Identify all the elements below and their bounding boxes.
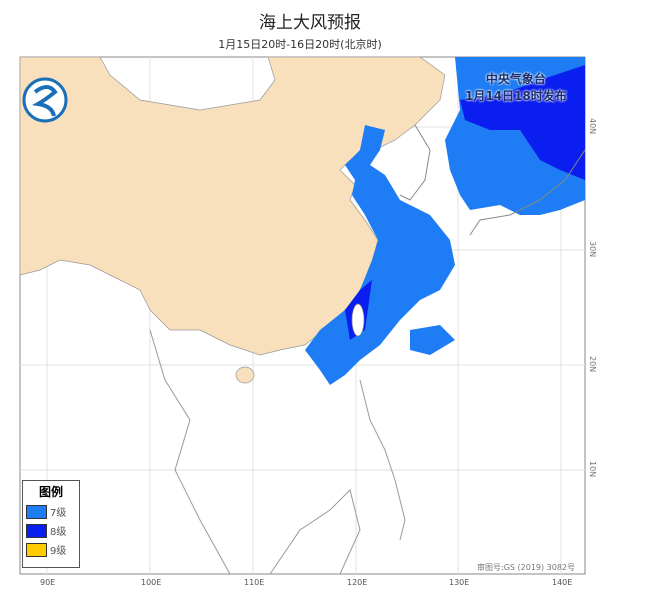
lon-label: 140E	[552, 578, 573, 587]
japan-coastline	[469, 149, 586, 236]
legend: 图例 7级 8级 9级	[22, 480, 80, 568]
legend-swatch	[26, 504, 47, 519]
lat-label: 30N	[588, 241, 597, 258]
hainan-island	[235, 366, 255, 384]
wind-area-7-south	[410, 325, 455, 355]
wind-area-7-east-china-sea	[305, 125, 455, 385]
legend-swatch	[26, 542, 47, 557]
legend-swatch	[26, 523, 47, 538]
lat-label: 40N	[588, 118, 597, 135]
lon-label: 130E	[449, 578, 470, 587]
lon-label: 90E	[40, 578, 56, 587]
cma-logo	[22, 77, 68, 123]
forecast-period: 1月15日20时-16日20时(北京时)	[218, 38, 382, 51]
agency-name: 中央气象台	[485, 72, 546, 86]
legend-item-9: 9级	[26, 540, 79, 559]
legend-label: 8级	[50, 527, 67, 538]
map-title: 海上大风预报	[259, 13, 361, 33]
lon-label: 100E	[141, 578, 162, 587]
taiwan-island	[351, 303, 365, 337]
korea-coastline	[399, 124, 431, 201]
legend-label: 7级	[50, 508, 67, 519]
issuing-agency: 中央气象台 1月14日18时发布	[465, 70, 567, 104]
lon-label: 120E	[347, 578, 368, 587]
legend-title: 图例	[38, 485, 63, 499]
issue-time: 1月14日18时发布	[465, 89, 567, 103]
legend-item-8: 8级	[26, 521, 79, 540]
southeast-asia-coastline	[149, 329, 231, 575]
philippines-coastline	[359, 379, 406, 541]
legend-label: 9级	[50, 546, 67, 557]
lat-label: 10N	[588, 461, 597, 478]
lon-label: 110E	[244, 578, 265, 587]
map-approval-number: 审图号:GS (2019) 3082号	[477, 563, 576, 572]
legend-item-7: 7级	[26, 502, 79, 521]
china-land	[19, 56, 446, 356]
lat-label: 20N	[588, 356, 597, 373]
wind-area-8-northwest-pacific	[460, 65, 585, 180]
borneo-coastline	[269, 489, 361, 575]
